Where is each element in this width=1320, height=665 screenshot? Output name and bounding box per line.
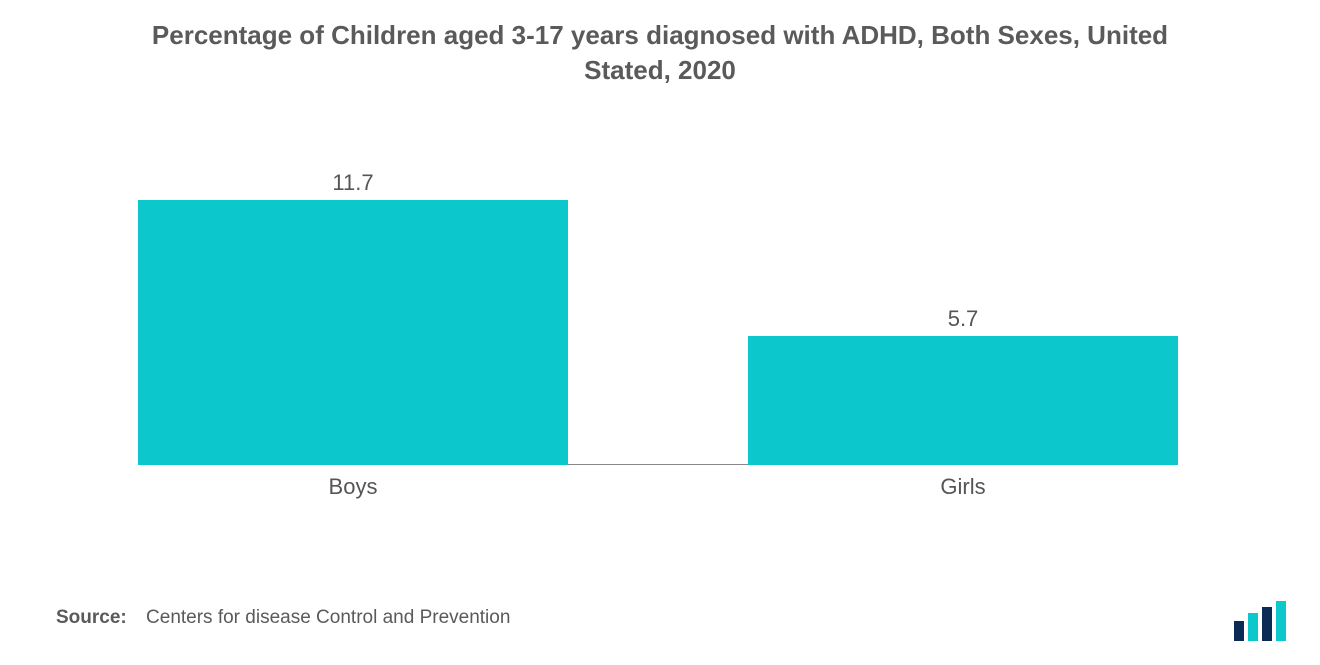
chart-title: Percentage of Children aged 3-17 years d… [0,18,1320,88]
bar-category-label: Girls [748,474,1178,500]
logo-bar-4 [1276,601,1286,641]
bar-boys: 11.7Boys [138,200,568,465]
source-row: Source: Centers for disease Control and … [56,607,510,629]
plot-area: 11.7Boys 5.7Girls [138,200,1178,465]
bar-girls: 5.7Girls [748,336,1178,465]
bar-category-label: Boys [138,474,568,500]
source-text: Centers for disease Control and Preventi… [146,607,510,628]
source-label: Source: [56,607,127,628]
bar-value-label: 11.7 [138,170,568,196]
logo-bar-1 [1234,621,1244,641]
logo-bar-3 [1262,607,1272,641]
chart-container: Percentage of Children aged 3-17 years d… [0,0,1320,665]
brand-logo-icon [1232,601,1292,641]
bar-value-label: 5.7 [748,306,1178,332]
logo-bar-2 [1248,613,1258,641]
